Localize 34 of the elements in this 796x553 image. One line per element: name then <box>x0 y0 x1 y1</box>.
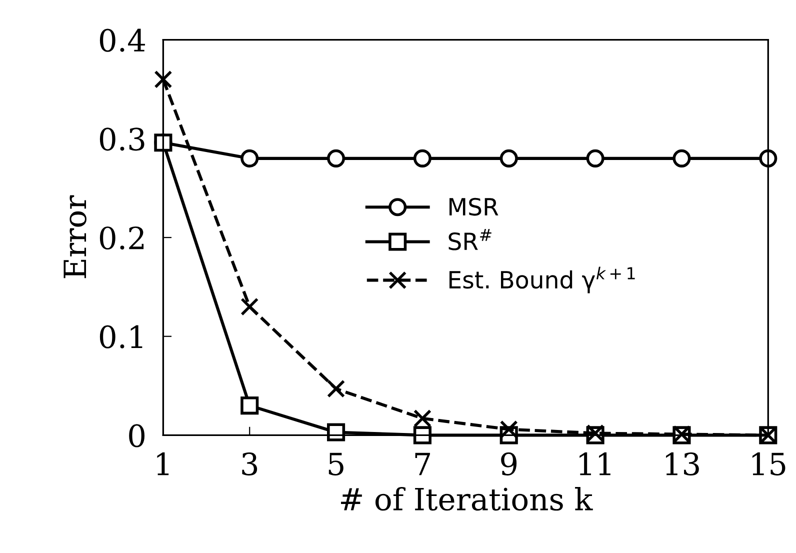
legend-label: SR$^{#}$ <box>448 229 492 250</box>
point <box>500 420 518 438</box>
point <box>413 149 432 168</box>
x-tick-label: 15 <box>752 452 786 476</box>
x-tick-label: 3 <box>242 452 258 476</box>
point <box>154 134 172 152</box>
point <box>326 149 346 168</box>
point <box>413 409 432 428</box>
legend-label: Est. Bound γ$^{k+1}$ <box>449 266 635 294</box>
point <box>672 149 691 168</box>
x-tick-label: 13 <box>666 452 699 476</box>
point <box>500 149 518 168</box>
point <box>240 149 259 168</box>
point <box>326 423 346 442</box>
x-tick-label: 11 <box>580 452 610 476</box>
x-axis-title: # of Iterations k <box>341 487 593 511</box>
x-tick-label: 5 <box>328 452 344 476</box>
y-tick-label: 0.2 <box>100 226 144 250</box>
point <box>326 380 346 398</box>
y-tick-label: 0.3 <box>100 128 144 151</box>
x-tick-label: 9 <box>501 452 517 476</box>
point <box>154 70 172 88</box>
point <box>413 426 432 444</box>
point <box>759 149 778 168</box>
point <box>240 396 259 415</box>
point <box>240 298 259 316</box>
x-tick-label: 1 <box>157 452 169 476</box>
legend-label: MSR <box>449 198 498 216</box>
y-axis-title: Error <box>64 195 86 278</box>
y-tick-label: 0 <box>129 424 144 448</box>
x-tick-label: 7 <box>415 452 430 476</box>
y-tick-label: 0.4 <box>100 28 145 52</box>
y-tick-label: 0.1 <box>100 325 142 348</box>
point <box>586 149 604 168</box>
